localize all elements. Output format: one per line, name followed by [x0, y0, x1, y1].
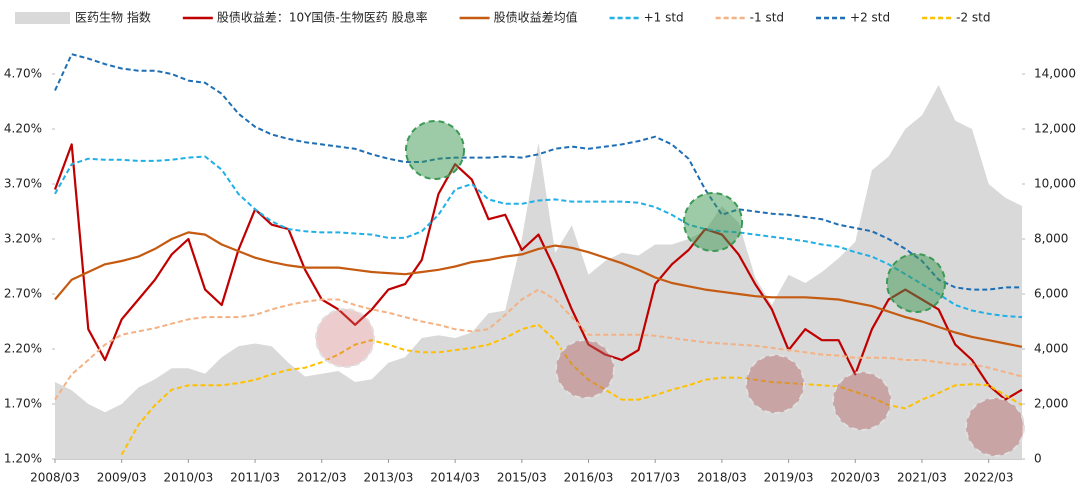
highlight-circle [886, 253, 946, 313]
x-tick-label: 2014/03 [430, 471, 480, 485]
highlight-circle [745, 354, 805, 414]
y-tick-label: 3.70% [4, 177, 42, 191]
legend-label: +2 std [850, 11, 890, 25]
x-tick-label: 2021/03 [897, 471, 947, 485]
x-tick-label: 2016/03 [564, 471, 614, 485]
legend-label: +1 std [644, 11, 684, 25]
line [53, 143, 1023, 401]
x-tick-label: 2019/03 [764, 471, 814, 485]
legend-label: 医药生物 指数 [75, 10, 151, 25]
line [54, 288, 1023, 401]
x-tick-label: 2009/03 [97, 471, 147, 485]
line [54, 155, 1023, 319]
y2-tick-label: 0 [1034, 452, 1042, 466]
y2-tick-label: 12,000 [1034, 122, 1076, 136]
line [120, 323, 1023, 456]
legend-label: -1 std [750, 11, 784, 25]
y2-tick-label: 2,000 [1034, 397, 1068, 411]
y-tick-label: 2.70% [4, 287, 42, 301]
y-tick-label: 1.20% [4, 452, 42, 466]
x-tick-label: 2008/03 [30, 471, 80, 485]
highlight-circle [832, 371, 892, 431]
highlight-circle [965, 397, 1025, 457]
y-tick-label: 4.70% [4, 67, 42, 81]
y2-tick-label: 4,000 [1034, 342, 1068, 356]
legend: 医药生物 指数 股债收益差：10Y国债-生物医药 股息率 股债收益差均值 +1 std… [15, 10, 990, 25]
area [55, 85, 1022, 459]
x-tick-label: 2018/03 [697, 471, 747, 485]
legend-swatch [15, 12, 70, 24]
x-tick-label: 2011/03 [230, 471, 280, 485]
y2-tick-label: 10,000 [1034, 177, 1076, 191]
x-tick-label: 2022/03 [964, 471, 1014, 485]
line [54, 231, 1023, 348]
x-tick-label: 2012/03 [297, 471, 347, 485]
y-tick-label: 2.20% [4, 342, 42, 356]
x-tick-label: 2017/03 [630, 471, 680, 485]
highlights [315, 120, 1025, 457]
y-tick-label: 1.70% [4, 397, 42, 411]
legend-label: 股债收益差均值 [494, 10, 578, 25]
highlight-circle [315, 308, 375, 368]
legend-label: -2 std [956, 11, 990, 25]
x-tick-label: 2015/03 [497, 471, 547, 485]
highlight-circle [683, 192, 743, 252]
plot: 1.20% 1.70% 2.20% 2.70% 3.20% 3.70% 4.20% 4.70%… [4, 53, 1076, 485]
x-tick-label: 2020/03 [830, 471, 880, 485]
x-tick-label: 2010/03 [163, 471, 213, 485]
y-tick-label: 4.20% [4, 122, 42, 136]
x-tick-label: 2013/03 [364, 471, 414, 485]
y2-tick-label: 6,000 [1034, 287, 1068, 301]
legend-label: 股债收益差：10Y国债-生物医药 股息率 [217, 10, 428, 25]
y2-tick-label: 8,000 [1034, 232, 1068, 246]
line [54, 53, 1022, 291]
y2-tick-label: 14,000 [1034, 67, 1076, 81]
highlight-circle [405, 120, 465, 180]
y-tick-label: 3.20% [4, 232, 42, 246]
highlight-circle [555, 339, 615, 399]
